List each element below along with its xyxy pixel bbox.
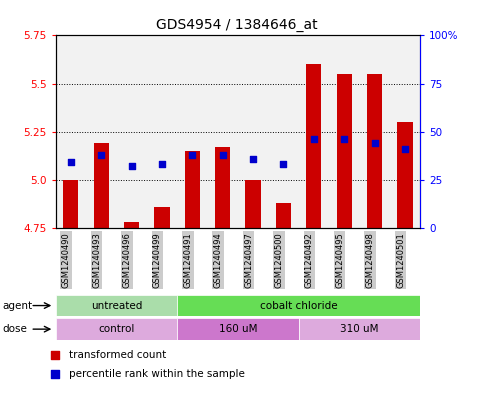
Text: cobalt chloride: cobalt chloride (260, 301, 338, 310)
Point (389, 119, 397, 125)
Point (97, 152, 105, 158)
Point (158, 161, 166, 167)
Bar (124, 222, 139, 228)
Point (371, 140, 379, 146)
Text: control: control (98, 324, 134, 334)
Text: GDS4954 / 1384646_at: GDS4954 / 1384646_at (156, 18, 317, 32)
Point (188, 152, 196, 158)
Text: GSM1240496: GSM1240496 (123, 232, 131, 288)
Bar (154, 207, 170, 228)
Bar (398, 122, 412, 228)
Text: GSM1240497: GSM1240497 (244, 232, 253, 288)
Text: GSM1240491: GSM1240491 (183, 232, 192, 288)
Bar (298, 318, 420, 340)
Point (310, 136, 318, 143)
Bar (367, 74, 382, 228)
Bar (56, 295, 177, 316)
Bar (276, 203, 291, 228)
Bar (177, 295, 420, 316)
Bar (245, 180, 261, 228)
Bar (306, 64, 322, 228)
Point (280, 161, 287, 167)
Text: 160 uM: 160 uM (219, 324, 257, 334)
Point (341, 136, 348, 143)
Text: untreated: untreated (91, 301, 142, 310)
Text: GSM1240495: GSM1240495 (335, 232, 344, 288)
Text: GSM1240493: GSM1240493 (92, 232, 101, 288)
Text: GSM1240500: GSM1240500 (274, 232, 284, 288)
Point (128, 163, 135, 169)
Point (219, 152, 227, 158)
Text: GSM1240501: GSM1240501 (396, 232, 405, 288)
Text: GSM1240490: GSM1240490 (62, 232, 71, 288)
Bar (56, 318, 177, 340)
Bar (185, 151, 200, 228)
Text: GSM1240499: GSM1240499 (153, 232, 162, 288)
Bar (63, 180, 78, 228)
Text: GSM1240498: GSM1240498 (366, 232, 375, 288)
Point (67, 159, 74, 165)
Bar (215, 147, 230, 228)
Text: dose: dose (2, 324, 28, 334)
Text: 310 uM: 310 uM (340, 324, 379, 334)
Bar (177, 318, 298, 340)
Bar (94, 143, 109, 228)
Text: GSM1240492: GSM1240492 (305, 232, 314, 288)
Point (249, 156, 257, 162)
Point (389, 296, 397, 302)
Point (401, 146, 409, 152)
Text: GSM1240494: GSM1240494 (213, 232, 223, 288)
Text: transformed count: transformed count (70, 350, 167, 360)
Bar (337, 74, 352, 228)
Text: percentile rank within the sample: percentile rank within the sample (70, 369, 245, 379)
Text: agent: agent (2, 301, 32, 310)
